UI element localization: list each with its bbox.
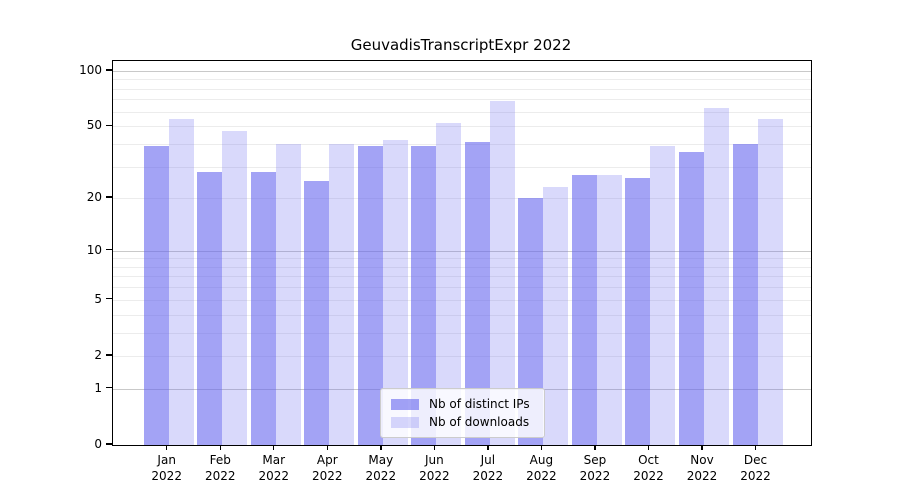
- x-tick-mark: [754, 445, 757, 451]
- bar-downloads-jul: [489, 100, 515, 445]
- bar-downloads-oct: [650, 145, 676, 445]
- x-tick-year: 2022: [419, 469, 450, 483]
- y-tick-label: 100: [79, 62, 102, 77]
- bar-distinct-ips-jan: [143, 145, 169, 445]
- x-tick-mark: [701, 445, 703, 451]
- x-tick-label-apr: Apr 2022: [312, 453, 343, 483]
- gridline-minor: [113, 314, 811, 316]
- legend: Nb of distinct IPs Nb of downloads: [380, 388, 545, 438]
- x-tick-label-oct: Oct 2022: [633, 453, 664, 483]
- y-tick-mark: [106, 69, 112, 71]
- bar-distinct-ips-mar: [250, 171, 276, 445]
- x-tick-label-jan: Jan 2022: [151, 453, 182, 483]
- legend-swatch-downloads: [391, 416, 419, 428]
- x-tick-label-nov: Nov 2022: [686, 453, 718, 483]
- x-tick-year: 2022: [686, 469, 718, 483]
- bar-downloads-sep: [596, 174, 622, 445]
- legend-label-distinct-ips: Nb of distinct IPs: [429, 397, 530, 411]
- gridline-minor: [113, 88, 811, 90]
- bar-downloads-apr: [329, 143, 355, 445]
- x-tick-mark: [540, 445, 543, 451]
- bar-distinct-ips-feb: [197, 171, 223, 445]
- x-tick-year: 2022: [579, 469, 611, 483]
- x-tick-label-mar: Mar 2022: [258, 453, 290, 483]
- bar-downloads-aug: [543, 187, 569, 445]
- y-tick-label: 1: [94, 380, 102, 395]
- x-tick-year: 2022: [740, 469, 771, 483]
- x-tick-mark: [433, 445, 436, 451]
- x-tick-mark: [594, 445, 596, 451]
- bar-downloads-nov: [704, 107, 729, 445]
- x-tick-mark: [273, 445, 275, 451]
- gridline-minor: [113, 355, 811, 357]
- gridline-minor: [113, 198, 811, 200]
- x-tick-year: 2022: [472, 469, 504, 483]
- gridline-minor: [113, 111, 811, 113]
- bar-distinct-ips-dec: [732, 143, 758, 445]
- x-tick-mark: [647, 445, 650, 451]
- y-tick-label: 2: [94, 347, 102, 362]
- gridline-minor: [113, 276, 811, 278]
- bar-downloads-feb: [222, 131, 248, 445]
- x-tick-mark: [380, 445, 382, 451]
- x-tick-label-jul: Jul 2022: [472, 453, 504, 483]
- plot-area: [112, 60, 812, 446]
- y-tick-mark: [106, 443, 112, 445]
- gridline-minor: [113, 126, 811, 128]
- gridline-major: [113, 250, 811, 252]
- y-tick-mark: [106, 354, 112, 356]
- y-tick-label: 10: [86, 242, 102, 257]
- y-tick-label: 50: [86, 118, 102, 133]
- gridline-minor: [113, 166, 811, 168]
- bar-distinct-ips-oct: [625, 177, 651, 445]
- x-tick-mark: [219, 445, 221, 451]
- x-tick-mark: [166, 445, 168, 451]
- legend-label-downloads: Nb of downloads: [429, 415, 530, 429]
- y-tick-label: 5: [94, 291, 102, 306]
- x-tick-year: 2022: [312, 469, 343, 483]
- legend-swatch-distinct-ips: [391, 398, 419, 410]
- bar-distinct-ips-sep: [571, 174, 597, 445]
- bar-distinct-ips-apr: [304, 180, 330, 445]
- x-tick-label-feb: Feb 2022: [204, 453, 236, 483]
- x-tick-year: 2022: [365, 469, 397, 483]
- x-tick-label-may: May 2022: [365, 453, 397, 483]
- x-tick-year: 2022: [526, 469, 557, 483]
- x-tick-label-jun: Jun 2022: [419, 453, 450, 483]
- gridline-minor: [113, 79, 811, 81]
- chart-title: GeuvadisTranscriptExpr 2022: [350, 36, 572, 54]
- gridline-minor: [113, 143, 811, 145]
- gridline-minor: [113, 332, 811, 334]
- gridline-minor: [113, 287, 811, 289]
- y-tick-mark: [106, 124, 112, 126]
- y-tick-mark: [106, 298, 112, 300]
- x-tick-year: 2022: [204, 469, 236, 483]
- y-tick-label: 20: [86, 190, 102, 205]
- bar-distinct-ips-nov: [679, 152, 704, 445]
- gridline-minor: [113, 299, 811, 301]
- bar-downloads-dec: [757, 118, 783, 445]
- x-tick-label-aug: Aug 2022: [526, 453, 557, 483]
- x-tick-year: 2022: [633, 469, 664, 483]
- y-tick-mark: [106, 248, 112, 251]
- gridline-minor: [113, 266, 811, 268]
- x-tick-label-sep: Sep 2022: [579, 453, 611, 483]
- y-tick-mark: [106, 196, 112, 198]
- legend-entry-downloads: Nb of downloads: [381, 415, 544, 429]
- gridline-minor: [113, 99, 811, 101]
- legend-entry-distinct-ips: Nb of distinct IPs: [381, 397, 544, 411]
- y-tick-mark: [106, 387, 112, 389]
- bar-distinct-ips-may: [357, 145, 383, 445]
- gridline-major: [113, 70, 811, 72]
- x-tick-mark: [326, 445, 328, 451]
- x-tick-year: 2022: [151, 469, 182, 483]
- x-tick-mark: [487, 445, 489, 451]
- bar-downloads-mar: [275, 143, 301, 445]
- x-tick-year: 2022: [258, 469, 290, 483]
- bar-downloads-jan: [168, 118, 194, 445]
- y-tick-label: 0: [94, 437, 102, 451]
- x-tick-label-dec: Dec 2022: [740, 453, 771, 483]
- gridline-minor: [113, 258, 811, 260]
